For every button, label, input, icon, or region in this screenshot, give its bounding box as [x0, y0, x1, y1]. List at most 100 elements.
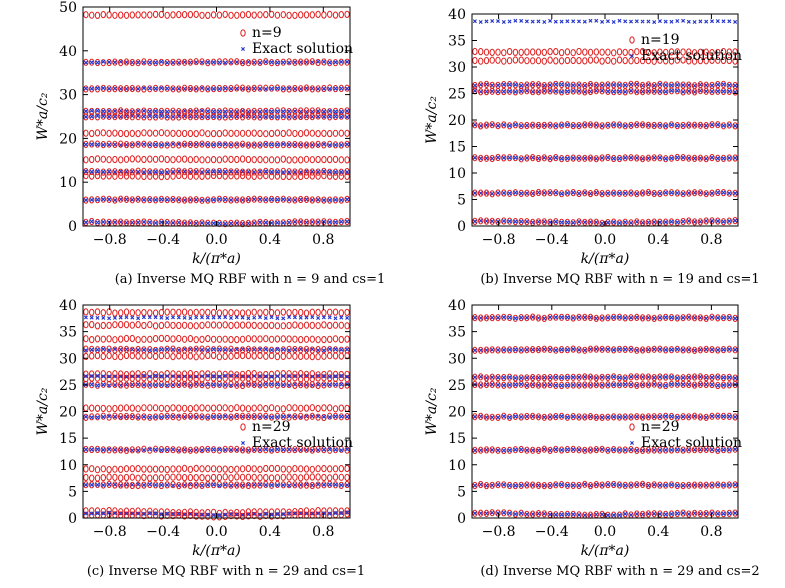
data-point [663, 313, 669, 321]
data-point [217, 483, 222, 488]
data-point [229, 142, 233, 147]
data-point [181, 481, 188, 489]
data-point [594, 83, 599, 88]
data-point [310, 86, 315, 91]
data-point [721, 89, 726, 94]
data-point [164, 345, 170, 353]
data-point [489, 314, 495, 322]
data-point [130, 86, 135, 91]
data-point [269, 142, 274, 147]
data-point [553, 414, 558, 419]
data-point [205, 169, 210, 174]
data-point [286, 321, 292, 330]
data-point [141, 11, 147, 19]
data-point [101, 109, 106, 114]
data-point [268, 309, 275, 317]
data-point [158, 371, 165, 379]
data-point [576, 373, 582, 381]
data-point [193, 58, 199, 66]
data-point [686, 83, 691, 88]
data-point [239, 351, 246, 360]
data-point [628, 80, 634, 89]
data-point [229, 447, 233, 452]
data-point [89, 219, 94, 224]
data-point [338, 107, 344, 116]
data-point [123, 58, 130, 66]
data-point [507, 448, 512, 453]
data-point [506, 217, 513, 225]
data-point [680, 88, 686, 96]
data-point [89, 85, 95, 93]
data-point [164, 168, 170, 176]
data-point [123, 446, 130, 454]
data-point [135, 113, 141, 121]
data-point [506, 154, 513, 162]
data-point [321, 482, 326, 487]
data-point [292, 347, 297, 352]
data-point [141, 140, 147, 148]
data-point [263, 370, 269, 379]
data-point [733, 123, 738, 128]
data-point [651, 57, 657, 65]
data-point [252, 347, 257, 352]
data-point [327, 415, 332, 420]
data-point [710, 89, 714, 94]
data-point [600, 191, 605, 196]
data-point [136, 142, 141, 146]
data-point [171, 109, 175, 114]
data-point [164, 465, 170, 474]
data-point [704, 415, 709, 420]
data-point [512, 56, 519, 64]
data-point [501, 155, 506, 160]
data-point [239, 335, 246, 343]
data-point [234, 447, 239, 452]
data-point [541, 345, 547, 353]
data-point [663, 512, 668, 517]
data-point [321, 129, 327, 137]
data-point [170, 335, 176, 343]
data-point [152, 352, 159, 360]
data-point [199, 196, 205, 204]
legend-marker-circle [629, 423, 635, 431]
data-point [564, 56, 571, 65]
data-point [141, 142, 146, 147]
data-point [558, 80, 565, 89]
data-point [95, 220, 100, 225]
data-point [83, 172, 89, 180]
data-point [726, 121, 732, 129]
data-point [251, 404, 257, 412]
data-point [176, 446, 182, 454]
data-point [559, 512, 564, 517]
data-point [112, 414, 117, 419]
data-point [715, 19, 720, 24]
data-point [112, 108, 118, 116]
data-point [657, 87, 663, 96]
data-point [281, 347, 286, 352]
data-point [258, 447, 262, 452]
data-point [622, 345, 628, 353]
data-point [536, 219, 541, 224]
data-point [645, 188, 652, 197]
data-point [634, 414, 639, 419]
data-point [199, 381, 205, 389]
data-point [234, 86, 239, 91]
data-point [141, 382, 146, 387]
data-point [704, 83, 709, 88]
data-point [216, 481, 223, 489]
data-point [170, 107, 176, 115]
data-point [100, 446, 107, 454]
data-point [518, 346, 524, 354]
data-point [286, 129, 292, 137]
data-point [518, 48, 524, 57]
data-point [280, 413, 286, 421]
data-point [89, 413, 95, 421]
data-point [472, 88, 477, 93]
data-point [124, 447, 129, 452]
data-point [646, 156, 651, 161]
data-point [124, 114, 129, 119]
data-point [553, 313, 559, 321]
data-point [321, 481, 327, 489]
data-point [639, 47, 646, 56]
data-point [686, 510, 692, 518]
data-point [577, 415, 581, 419]
